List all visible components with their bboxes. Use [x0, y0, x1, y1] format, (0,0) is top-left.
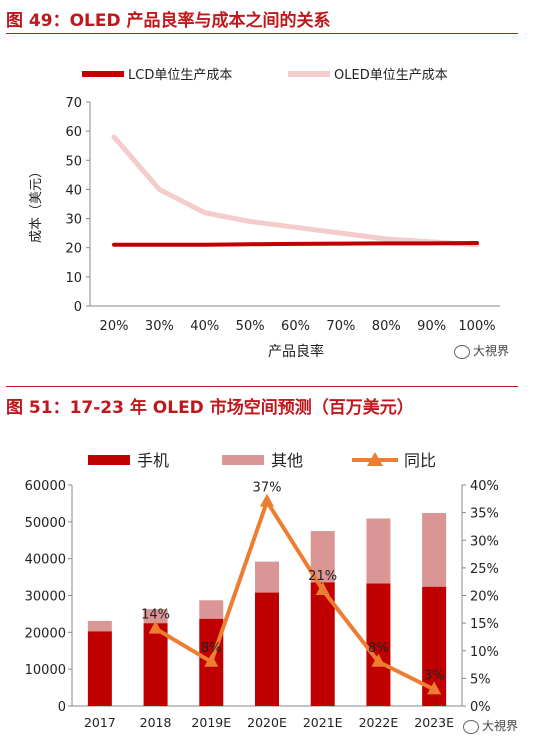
x-tick-label: 2022E — [359, 715, 399, 730]
x-tick-label: 2018 — [140, 715, 172, 730]
legend-label-0: 手机 — [137, 451, 169, 470]
legend-label-0: LCD单位生产成本 — [128, 68, 232, 83]
figure1-title: 图 49：OLED 产品良率与成本之间的关系 — [6, 11, 331, 31]
legend-label-1: OLED单位生产成本 — [334, 68, 448, 83]
x-tick-label: 2020E — [247, 715, 287, 730]
y-tick-label: 50000 — [25, 516, 66, 531]
x-tick-label: 80% — [372, 319, 401, 334]
y-tick-label: 10 — [65, 271, 82, 286]
x-tick-label: 20% — [100, 319, 129, 334]
bar-other — [87, 620, 112, 632]
yoy-data-label: 21% — [308, 569, 337, 584]
yoy-data-label: 8% — [201, 641, 222, 656]
x-tick-label: 90% — [417, 319, 446, 334]
figure1-watermark: 大視界 — [454, 342, 509, 359]
yoy-marker — [427, 681, 442, 695]
bar-other — [255, 561, 279, 593]
bar-other — [143, 609, 168, 624]
figure2-title: 图 51：17-23 年 OLED 市场空间预测（百万美元） — [6, 398, 414, 418]
yoy-marker — [204, 653, 219, 667]
bar-other — [366, 518, 391, 584]
bar-other — [199, 600, 224, 619]
wechat-icon — [463, 719, 479, 734]
yoy-line — [154, 499, 436, 692]
y2-tick-label: 35% — [470, 507, 499, 522]
yoy-marker — [260, 493, 274, 507]
wechat-icon — [454, 344, 470, 359]
yoy-marker — [148, 620, 163, 634]
figure1-title-rule — [6, 33, 518, 34]
x-tick-label: 40% — [190, 319, 219, 334]
x-tick-label: 100% — [458, 319, 495, 334]
y-tick-label: 40000 — [25, 553, 66, 568]
y2-tick-label: 30% — [470, 534, 499, 549]
figure1-watermark-text: 大視界 — [473, 344, 510, 358]
y-tick-label: 30000 — [25, 590, 66, 605]
x-tick-label: 60% — [281, 319, 310, 334]
y2-tick-label: 15% — [470, 617, 499, 632]
y-tick-label: 50 — [65, 154, 82, 169]
y-tick-label: 0 — [74, 300, 82, 315]
y2-tick-label: 5% — [470, 672, 491, 687]
figure2-watermark: 大視界 — [463, 717, 518, 734]
bar-phone — [255, 592, 279, 706]
yoy-data-label: 8% — [368, 641, 389, 656]
yoy-data-label: 3% — [424, 668, 445, 683]
y2-tick-label: 20% — [470, 590, 499, 605]
y-tick-label: 20000 — [25, 626, 66, 641]
x-tick-label: 2021E — [303, 715, 343, 730]
y2-tick-label: 40% — [470, 479, 499, 494]
figure2-title-rule — [6, 386, 518, 387]
bar-phone — [87, 631, 112, 706]
bar-phone — [143, 623, 168, 706]
y2-tick-label: 25% — [470, 562, 499, 577]
legend-label-1: 其他 — [271, 451, 303, 470]
y-tick-label: 60000 — [25, 479, 66, 494]
y-tick-label: 20 — [65, 242, 82, 257]
y-tick-label: 70 — [65, 96, 82, 111]
y-axis-title: 成本（美元） — [29, 165, 44, 243]
x-axis-title: 产品良率 — [268, 343, 324, 360]
y-tick-label: 10000 — [25, 663, 66, 678]
x-tick-label: 30% — [145, 319, 174, 334]
legend-marker-2 — [367, 452, 383, 466]
x-tick-label: 2019E — [191, 715, 231, 730]
yoy-data-label: 37% — [253, 481, 282, 496]
x-tick-label: 2017 — [84, 715, 116, 730]
x-tick-label: 2023E — [414, 715, 454, 730]
legend-label-2: 同比 — [404, 451, 436, 470]
y-tick-label: 40 — [65, 183, 82, 198]
x-tick-label: 50% — [236, 319, 265, 334]
y2-tick-label: 0% — [470, 700, 491, 715]
x-tick-label: 70% — [326, 319, 355, 334]
legend-swatch-1 — [222, 455, 264, 465]
y-tick-label: 30 — [65, 213, 82, 228]
yoy-marker — [315, 581, 330, 595]
bar-other — [422, 512, 447, 587]
figure1-chart: LCD单位生产成本 OLED单位生产成本 0 10 20 30 40 50 60 70 20% 30%… — [29, 68, 500, 360]
y2-tick-label: 10% — [470, 645, 499, 660]
bar-phone — [366, 583, 391, 706]
y-tick-label: 0 — [58, 700, 66, 715]
y-tick-label: 60 — [65, 125, 82, 140]
yoy-data-label: 14% — [141, 608, 170, 623]
yoy-marker — [371, 653, 386, 667]
figure2-watermark-text: 大視界 — [482, 719, 519, 733]
legend-swatch-0 — [88, 455, 130, 465]
